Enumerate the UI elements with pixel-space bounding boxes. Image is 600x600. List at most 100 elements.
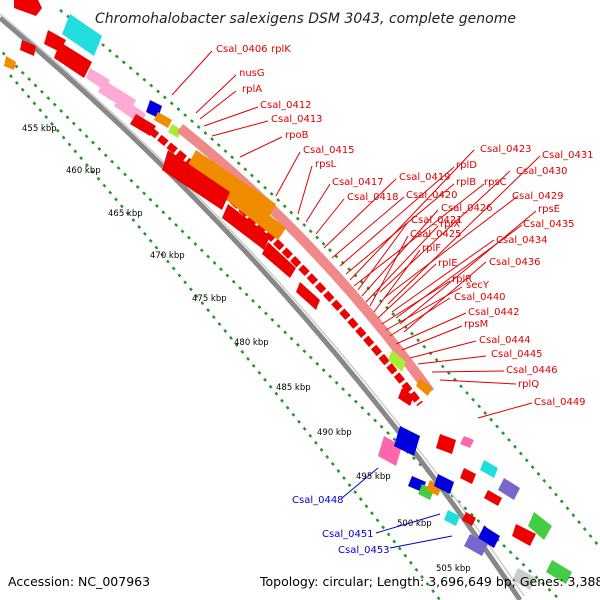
scale-label: 475 kbp — [192, 294, 227, 304]
gene-label: rplX — [440, 219, 460, 230]
gene-label: Csal_0448 — [292, 495, 344, 506]
gene-feature — [416, 378, 432, 396]
gene-feature — [478, 526, 500, 548]
gene-label: rpsE — [538, 204, 560, 215]
gene-label: Csal_0420 — [406, 190, 458, 201]
gene-label: Csal_0440 — [454, 292, 506, 303]
gene-label: rplR — [452, 274, 472, 285]
scale-label: 495 kbp — [356, 472, 391, 482]
gene-label: Csal_0426 — [441, 203, 493, 214]
scale-label: 460 kbp — [66, 166, 101, 176]
gene-label: rplE — [438, 258, 458, 269]
gene-label: Csal_0453 — [338, 545, 390, 556]
gene-label: Csal_0431 — [542, 150, 594, 161]
scale-label: 470 kbp — [150, 251, 185, 261]
gene-label: rplQ — [518, 379, 539, 390]
accession-label: Accession: NC_007963 — [8, 574, 150, 589]
leader-lines-blue — [341, 467, 453, 549]
gene-label: Csal_0425 — [410, 229, 462, 240]
gene-feature — [154, 112, 172, 128]
scale-label: 505 kbp — [436, 564, 471, 574]
gene-label: Csal_0423 — [480, 144, 532, 155]
gene-label: Csal_0444 — [479, 335, 531, 346]
gene-feature — [444, 510, 460, 526]
gene-label: Csal_0434 — [496, 235, 548, 246]
gene-feature — [388, 350, 406, 372]
gene-feature — [512, 524, 536, 546]
gene-label: Csal_0419 — [399, 172, 451, 183]
gene-feature — [460, 436, 474, 448]
gene-label: Csal_0451 — [322, 529, 374, 540]
gene-label: Csal_0430 — [516, 166, 568, 177]
gene-feature — [296, 282, 320, 310]
scale-label: 465 kbp — [108, 209, 143, 219]
gene-feature — [462, 512, 476, 526]
gene-feature — [394, 426, 420, 456]
gene-labels-blue: Csal_0448 Csal_0451 Csal_0453 — [292, 495, 390, 556]
gene-label: rplA — [242, 84, 262, 95]
gene-feature — [20, 40, 36, 56]
gene-label: Csal_0446 — [506, 365, 558, 376]
gene-feature — [222, 204, 270, 250]
gene-feature — [434, 474, 454, 494]
gene-band — [176, 124, 435, 395]
gene-label: rpsL — [315, 159, 337, 170]
gene-feature — [528, 512, 552, 540]
scale-tick-arc — [9, 74, 441, 600]
gene-label: Csal_0413 — [271, 114, 323, 125]
gene-features — [4, 0, 572, 590]
genome-backbone — [0, 16, 523, 600]
inner-tick-arc — [59, 9, 600, 550]
gene-feature — [62, 14, 102, 56]
gene-feature — [14, 0, 42, 16]
gene-label: Csal_0429 — [512, 191, 564, 202]
gene-label: Csal_0418 — [347, 192, 399, 203]
gene-feature — [498, 478, 520, 500]
gene-feature — [262, 242, 296, 278]
map-title: Chromohalobacter salexigens DSM 3043, co… — [95, 11, 516, 27]
gene-label: Csal_0415 — [303, 145, 355, 156]
gene-label: Csal_0436 — [489, 257, 541, 268]
gene-label: rplF — [422, 243, 441, 254]
gene-feature — [546, 560, 572, 584]
gene-label: Csal_0412 — [260, 100, 312, 111]
gene-feature — [4, 56, 16, 70]
gene-label: Csal_0445 — [491, 349, 543, 360]
gene-label: secY — [466, 280, 490, 291]
topology-summary: Topology: circular; Length: 3,696,649 bp… — [259, 574, 600, 589]
gene-label: Csal_0406 — [216, 44, 268, 55]
gene-label: Csal_0442 — [468, 307, 520, 318]
gene-feature — [168, 124, 182, 138]
gene-feature — [484, 490, 502, 506]
gene-label: rplD — [456, 160, 477, 171]
gene-feature — [464, 534, 488, 556]
scale-label: 500 kbp — [397, 519, 432, 529]
outer-tick-arc — [0, 48, 561, 600]
gene-feature — [224, 186, 286, 240]
gene-label: Csal_0421 — [411, 215, 463, 226]
gene-label: rpsC — [484, 177, 507, 188]
gene-label: Csal_0417 — [332, 177, 384, 188]
gene-feature — [130, 114, 156, 136]
scale-label: 455 kbp — [22, 124, 57, 134]
scale-label: 480 kbp — [234, 338, 269, 348]
gene-label: nusG — [239, 68, 265, 79]
gene-feature — [436, 434, 456, 454]
gene-label: rplB — [456, 177, 476, 188]
gene-label: Csal_0449 — [534, 397, 586, 408]
gene-label: rpsM — [464, 319, 488, 330]
gene-feature — [162, 150, 230, 210]
scale-label: 490 kbp — [317, 428, 352, 438]
scale-labels: 455 kbp 460 kbp 465 kbp 470 kbp 475 kbp … — [22, 124, 471, 574]
gene-label: rplK — [271, 44, 291, 55]
gene-feature — [512, 568, 536, 590]
gene-feature — [480, 460, 498, 478]
scale-label: 485 kbp — [276, 383, 311, 393]
gene-labels-red: Csal_0406 rplK nusG rplA Csal_0412 Csal_… — [216, 44, 594, 408]
gene-label: rpoB — [285, 130, 309, 141]
leader-lines — [171, 50, 541, 419]
gene-feature — [54, 42, 92, 78]
gene-feature — [460, 468, 476, 484]
